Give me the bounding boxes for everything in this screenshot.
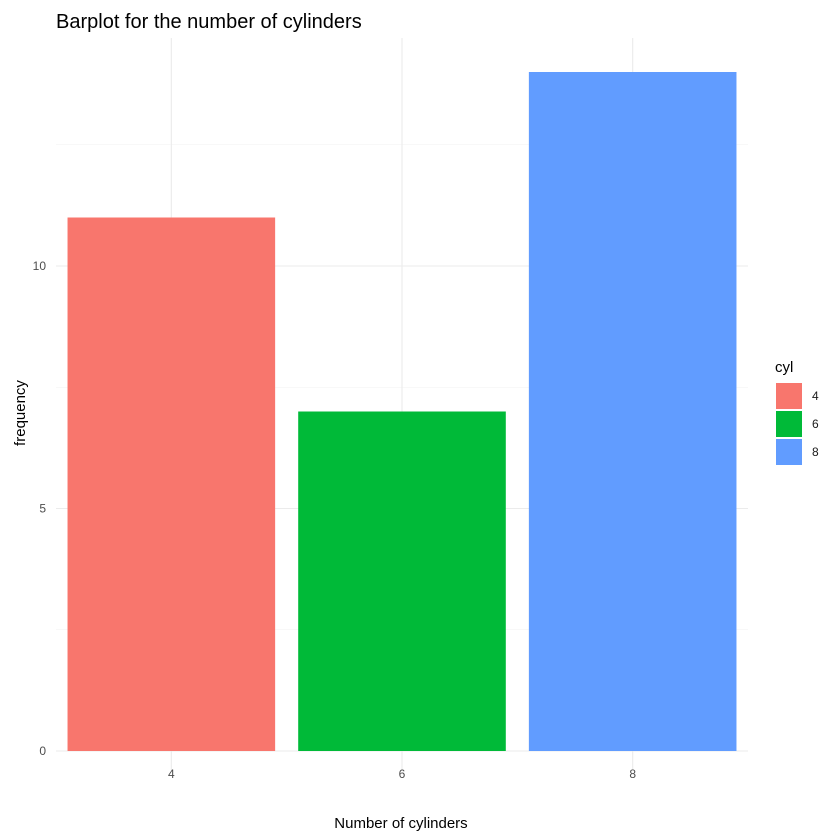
y-axis-ticks: 0 5 10 <box>33 259 47 758</box>
y-tick-label: 5 <box>39 502 46 516</box>
bar-8 <box>528 72 737 751</box>
chart-title: Barplot for the number of cylinders <box>56 11 362 33</box>
legend-key-8 <box>776 439 802 465</box>
y-tick-label: 10 <box>33 259 47 273</box>
legend-label: 4 <box>812 389 819 403</box>
legend-items: 4 6 8 <box>776 383 819 465</box>
x-tick-label: 4 <box>168 767 175 781</box>
bar-4 <box>67 217 276 751</box>
y-axis-title: frequency <box>12 380 29 446</box>
legend: cyl 4 6 8 <box>775 359 819 465</box>
x-tick-label: 8 <box>629 767 636 781</box>
x-axis-title: Number of cylinders <box>334 815 467 832</box>
legend-label: 6 <box>812 417 819 431</box>
legend-label: 8 <box>812 445 819 459</box>
x-axis-ticks: 4 6 8 <box>168 767 636 781</box>
y-tick-label: 0 <box>39 744 46 758</box>
legend-key-4 <box>776 383 802 409</box>
bar-6 <box>298 411 506 751</box>
legend-key-6 <box>776 411 802 437</box>
legend-title: cyl <box>775 359 793 376</box>
bars <box>67 72 737 751</box>
x-tick-label: 6 <box>399 767 406 781</box>
